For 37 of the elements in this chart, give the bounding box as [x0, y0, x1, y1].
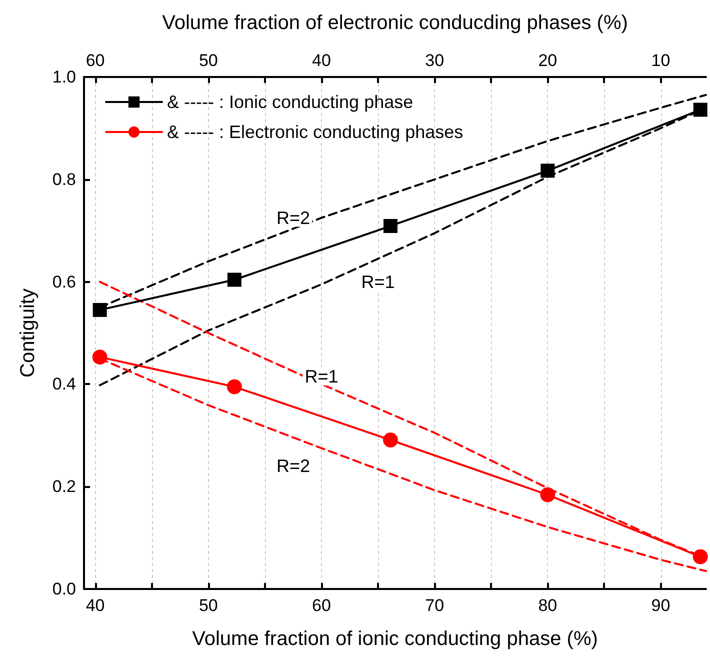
x2-tick-label: 50: [198, 51, 218, 70]
x2-tick-label: 20: [538, 51, 558, 70]
point: [92, 350, 108, 365]
annotation: R=1: [304, 366, 338, 387]
y-tick-label: 1.0: [52, 68, 76, 86]
point: [227, 272, 242, 287]
x-tick-label: 70: [425, 596, 444, 615]
point: [540, 164, 555, 178]
y-tick-label: 0.4: [52, 374, 76, 394]
x-tick-label: 90: [651, 596, 670, 615]
y-tick-label: 0.6: [52, 272, 76, 292]
point: [382, 432, 398, 448]
point: [226, 379, 242, 394]
x-tick-label: 40: [86, 596, 105, 615]
point: [693, 102, 708, 117]
legend-label: & ----- : Electronic conducting phases: [167, 122, 464, 142]
annotation: R=1: [361, 272, 395, 292]
x2-tick-label: 60: [86, 51, 105, 70]
point: [540, 487, 556, 502]
y-tick-label: 0.0: [52, 580, 76, 598]
annotation: R=2: [276, 208, 310, 228]
x2-tick-label: 30: [425, 51, 444, 70]
legend-label: & ----- : Ionic conducting phase: [167, 92, 414, 112]
point: [692, 549, 708, 564]
x-tick-label: 80: [538, 596, 558, 615]
x-axis-title: Volume fraction of ionic conducting phase (%): [192, 628, 598, 650]
y-axis-title: Contiguity: [17, 288, 39, 378]
x-tick-label: 50: [198, 596, 218, 615]
x-tick-label: 60: [312, 596, 331, 615]
point: [92, 302, 107, 317]
y-tick-label: 0.8: [52, 170, 76, 189]
point: [383, 218, 398, 233]
x2-tick-label: 10: [651, 51, 670, 70]
annotation: R=2: [276, 456, 310, 476]
x2-tick-label: 40: [312, 51, 331, 70]
x2-axis-title: Volume fraction of electronic conducding phases (%): [162, 12, 628, 34]
y-tick-label: 0.2: [52, 477, 76, 496]
